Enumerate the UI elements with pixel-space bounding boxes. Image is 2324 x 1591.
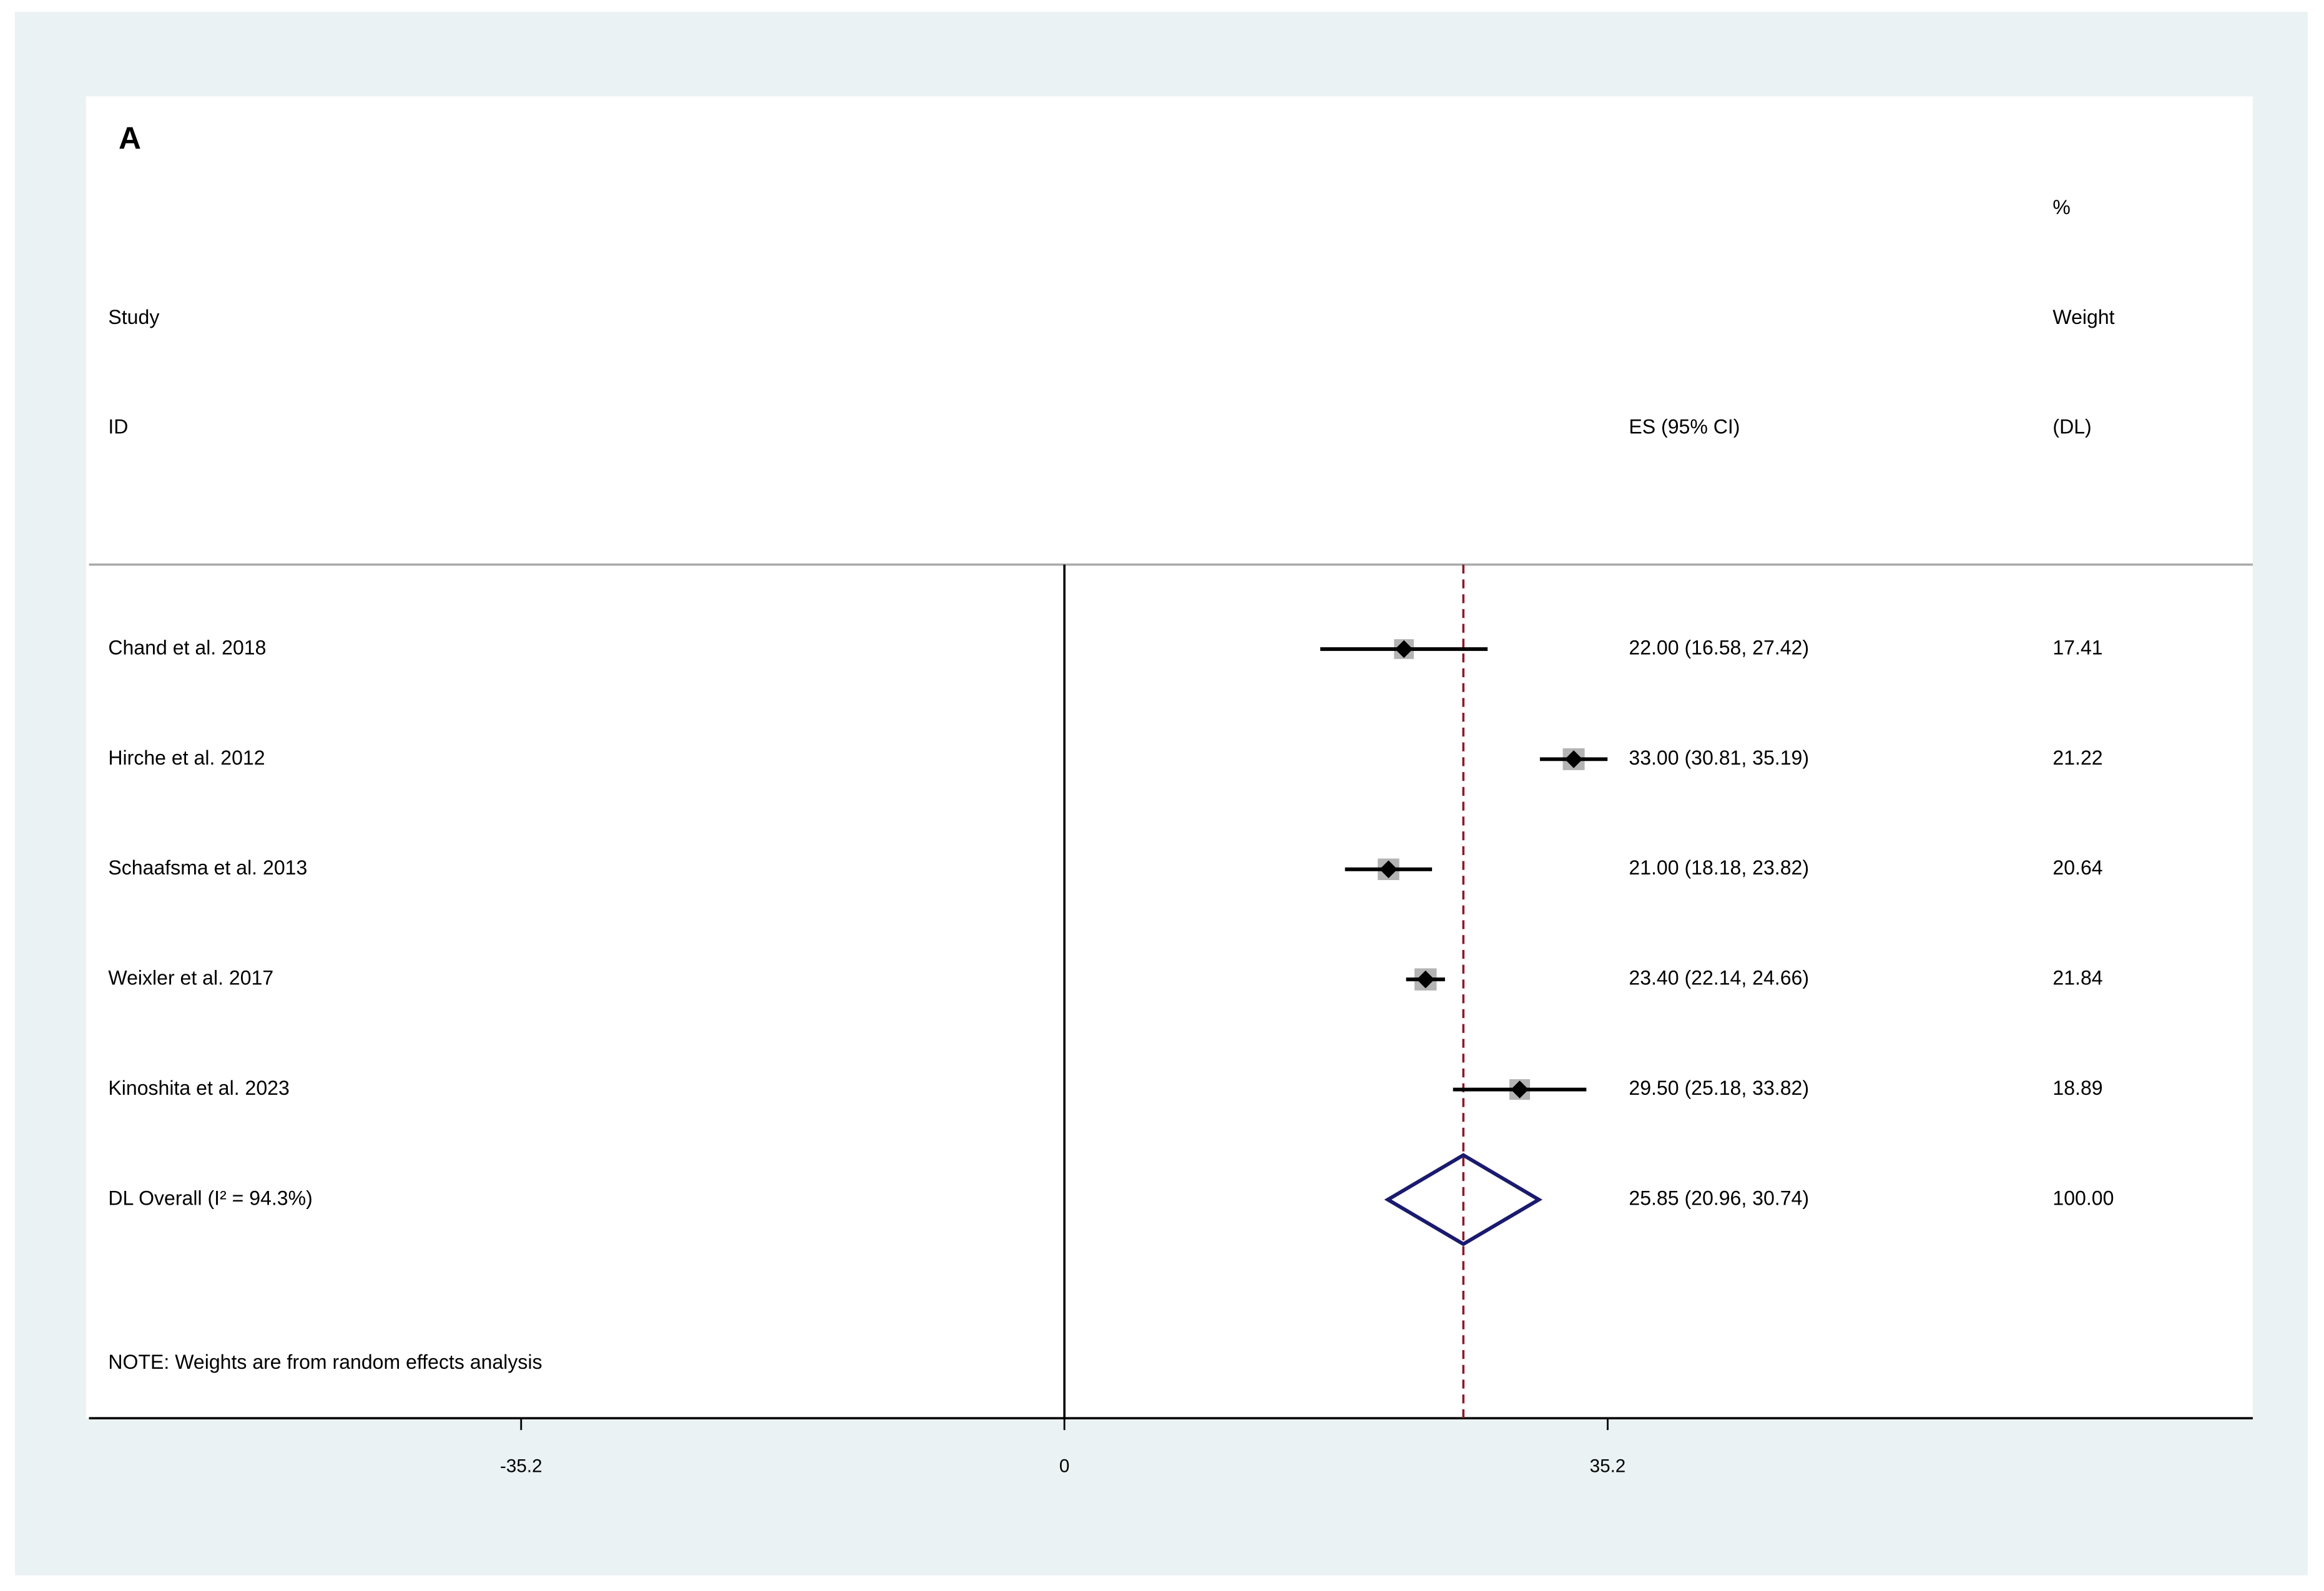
overall-weight-label: 100.00 bbox=[2052, 1187, 2114, 1209]
study-label: Chand et al. 2018 bbox=[108, 636, 266, 658]
es-label: 33.00 (30.81, 35.19) bbox=[1629, 747, 1809, 769]
study-header: ID bbox=[108, 416, 128, 438]
weight-label: 18.89 bbox=[2052, 1077, 2102, 1099]
weight-label: 21.84 bbox=[2052, 967, 2102, 989]
point-estimate bbox=[1395, 640, 1413, 658]
study-label: Hirche et al. 2012 bbox=[108, 747, 265, 769]
es-label: 21.00 (18.18, 23.82) bbox=[1629, 856, 1809, 879]
weight-label: 17.41 bbox=[2052, 636, 2102, 658]
panel-label: A bbox=[119, 121, 141, 156]
weight-header: Weight bbox=[2052, 306, 2114, 328]
overall-label: DL Overall (I² = 94.3%) bbox=[108, 1187, 312, 1209]
study-label: Schaafsma et al. 2013 bbox=[108, 856, 307, 879]
point-estimate bbox=[1564, 750, 1583, 768]
es-label: 29.50 (25.18, 33.82) bbox=[1629, 1077, 1809, 1099]
point-estimate bbox=[1511, 1080, 1529, 1099]
point-estimate bbox=[1380, 860, 1398, 878]
x-tick-label: 0 bbox=[1059, 1456, 1069, 1476]
study-label: Kinoshita et al. 2023 bbox=[108, 1077, 289, 1099]
es-header: ES (95% CI) bbox=[1629, 416, 1740, 438]
es-label: 22.00 (16.58, 27.42) bbox=[1629, 636, 1809, 658]
study-label: Weixler et al. 2017 bbox=[108, 967, 273, 989]
weight-header: (DL) bbox=[2052, 416, 2091, 438]
overall-diamond bbox=[1384, 1153, 1543, 1246]
point-estimate bbox=[1416, 970, 1434, 989]
overall-es-label: 25.85 (20.96, 30.74) bbox=[1629, 1187, 1809, 1209]
es-label: 23.40 (22.14, 24.66) bbox=[1629, 967, 1809, 989]
weight-label: 20.64 bbox=[2052, 856, 2102, 879]
x-tick-label: 35.2 bbox=[1590, 1456, 1626, 1476]
x-tick-label: -35.2 bbox=[500, 1456, 542, 1476]
plot-region bbox=[86, 96, 2253, 1419]
note: NOTE: Weights are from random effects an… bbox=[108, 1351, 542, 1373]
weight-label: 21.22 bbox=[2052, 747, 2102, 769]
weight-header: % bbox=[2052, 196, 2071, 218]
study-header: Study bbox=[108, 306, 159, 328]
